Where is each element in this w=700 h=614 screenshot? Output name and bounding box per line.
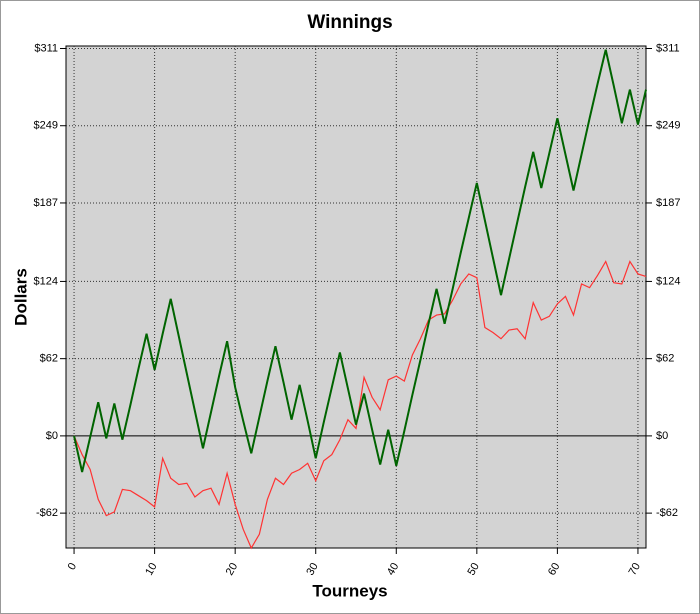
y2-tick-label: $311 — [656, 42, 680, 54]
y-tick-label: $124 — [34, 275, 58, 287]
y2-tick-label: $249 — [656, 120, 680, 132]
y-tick-label: $311 — [34, 42, 58, 54]
x-tick-label: 20 — [224, 561, 241, 578]
x-tick-label: 60 — [546, 561, 563, 578]
x-tick-label: 30 — [304, 561, 321, 578]
x-tick-label: 40 — [385, 561, 402, 578]
y2-tick-label: $124 — [656, 275, 680, 287]
y-tick-label: $0 — [46, 430, 58, 442]
x-axis-title: Tourneys — [312, 581, 387, 600]
y-tick-label: -$62 — [36, 507, 58, 519]
line-series — [73, 49, 647, 473]
x-tick-label: 70 — [627, 561, 644, 578]
y-axis-title: Dollars — [11, 268, 30, 326]
plot-area — [65, 45, 647, 549]
y-tick-label: $249 — [34, 120, 58, 132]
x-tick-label: 10 — [143, 561, 160, 578]
x-tick-label: 0 — [66, 561, 79, 572]
line-series — [73, 260, 647, 550]
chart-title: Winnings — [307, 12, 392, 33]
y2-tick-label: -$62 — [656, 507, 678, 519]
y-tick-label: $62 — [40, 353, 58, 365]
y2-tick-label: $62 — [656, 353, 674, 365]
x-tick-label: 50 — [465, 561, 482, 578]
y2-tick-label: $0 — [656, 430, 668, 442]
y-tick-label: $187 — [34, 197, 58, 209]
y2-tick-label: $187 — [656, 197, 680, 209]
